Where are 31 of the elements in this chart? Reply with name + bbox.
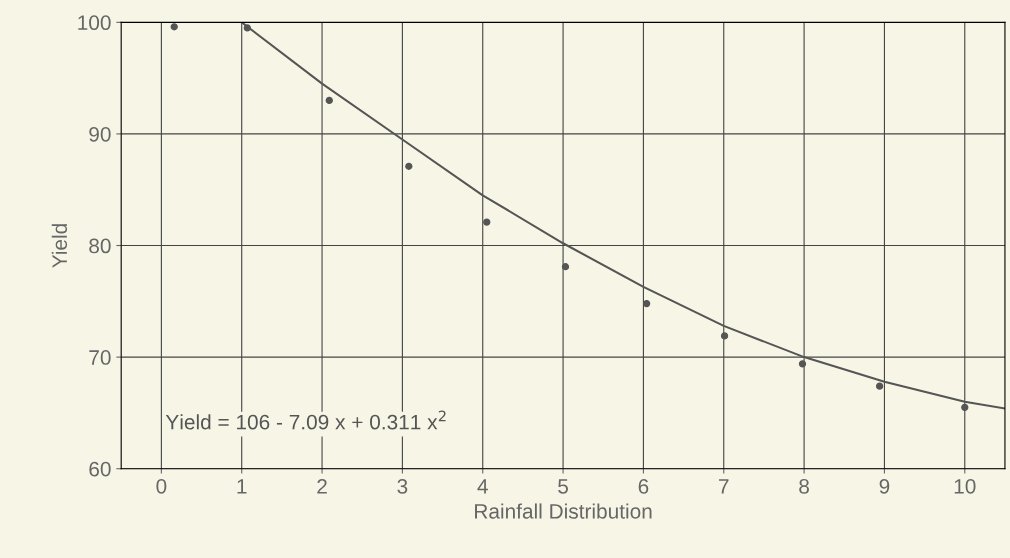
y-tick-label: 90: [89, 126, 111, 142]
line-series: [240, 22, 1005, 410]
point: [720, 332, 729, 340]
point: [961, 403, 969, 411]
y-tick-label: 70: [89, 350, 111, 365]
x-tick-label: 5: [558, 479, 568, 494]
x-tick-label: 10: [954, 478, 976, 494]
y-tick-label: 80: [89, 238, 111, 254]
point: [405, 162, 413, 170]
point: [483, 218, 491, 226]
x-axis-title: Rainfall Distribution: [475, 503, 652, 519]
point: [243, 24, 251, 32]
x-tick-label: 0: [156, 478, 167, 494]
x-tick-label: 2: [317, 478, 327, 494]
point: [875, 382, 884, 390]
annotation: Yield = 106 - 7.09 x + 0.311 x$^{2}$: [165, 410, 446, 430]
y-tick-label: 60: [89, 461, 111, 477]
x-tick-label: 6: [638, 478, 649, 494]
point: [325, 96, 333, 105]
x-tick-label: 9: [879, 478, 890, 494]
y-tick-label: 100: [78, 15, 111, 31]
point: [170, 23, 178, 31]
point: [798, 360, 807, 368]
x-tick-label: 4: [477, 479, 488, 494]
x-tick-label: 7: [719, 479, 729, 494]
x-tick-label: 1: [237, 479, 247, 494]
x-tick-label: 3: [397, 478, 408, 494]
y-axis-title: Yield: [51, 224, 68, 268]
point: [561, 263, 570, 271]
x-tick-label: 8: [799, 478, 809, 494]
point: [642, 299, 651, 308]
